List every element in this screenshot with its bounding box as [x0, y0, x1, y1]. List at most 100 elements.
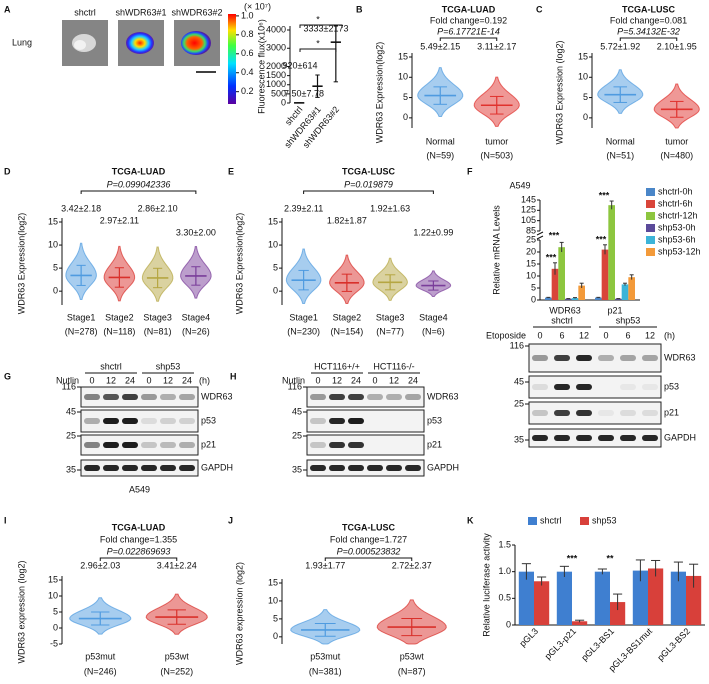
band: [310, 442, 326, 448]
band: [122, 465, 138, 471]
time-label: 12: [645, 330, 655, 340]
panel-letter: I: [4, 515, 7, 525]
value-label: 3.41±2.24: [157, 560, 197, 570]
axis-break: [536, 235, 544, 240]
significance: ***: [567, 553, 578, 563]
band: [598, 410, 614, 416]
p-value: P=0.019879: [344, 179, 393, 189]
bar: [558, 247, 565, 300]
band: [103, 418, 119, 424]
blot-panel: [306, 386, 425, 408]
y-tick-label: 5: [403, 92, 408, 102]
legend-label: shctrl-12h: [658, 210, 698, 220]
chart-title: A549: [509, 180, 530, 190]
y-tick-label: 15: [526, 258, 536, 268]
band: [122, 442, 138, 448]
fold-change: Fold change=0.192: [430, 15, 507, 25]
legend-label: shctrl-0h: [658, 186, 693, 196]
band: [386, 418, 402, 424]
bar: [648, 568, 664, 625]
blot-panel: [80, 434, 199, 456]
band: [310, 418, 326, 424]
marker-label: 35: [292, 464, 302, 474]
category-label: tumor: [485, 136, 508, 146]
band: [620, 410, 636, 416]
lung-signal: [181, 31, 211, 55]
caption: A549: [129, 484, 150, 494]
y-tick-label: 1500: [266, 70, 286, 80]
band: [103, 442, 119, 448]
colorbar: [228, 14, 236, 104]
marker-label: 25: [66, 430, 76, 440]
bracket: [99, 557, 178, 561]
category-label: Stage3: [376, 312, 405, 322]
y-tick-label: 85: [526, 225, 536, 235]
band: [576, 384, 592, 390]
band: [160, 465, 176, 471]
bar: [608, 205, 615, 300]
y-tick-label: 15: [48, 574, 58, 584]
band: [348, 418, 364, 424]
y-tick-label: 105: [521, 215, 536, 225]
blot-panel: [306, 434, 425, 456]
y-axis-label: Relative mRNA Levels: [491, 205, 501, 295]
band: [532, 410, 548, 416]
bar: [601, 249, 609, 300]
n-label: (N=278): [65, 326, 98, 336]
y-tick-label: 4000: [266, 24, 286, 34]
marker-label: 116: [288, 381, 302, 391]
bracket: [299, 48, 337, 52]
blot-panel: [528, 375, 662, 399]
n-label: (N=480): [660, 150, 693, 160]
value-label: 2.97±2.11: [100, 215, 139, 225]
legend-swatch: [646, 236, 655, 244]
panel-letter: J: [228, 515, 233, 525]
band: [405, 418, 421, 424]
y-tick-label: 15: [268, 577, 278, 587]
legend-swatch: [646, 224, 655, 232]
time-unit: (h): [199, 375, 210, 385]
bar: [571, 298, 579, 300]
band: [576, 435, 592, 441]
legend-swatch: [646, 188, 655, 196]
y-tick-label: 10: [526, 270, 536, 280]
band: [367, 442, 383, 448]
legend-label: shctrl-6h: [658, 198, 693, 208]
bar: [610, 602, 626, 625]
y-tick-label: 0: [403, 112, 408, 122]
n-label: (N=77): [376, 326, 404, 336]
legend-label: shp53: [592, 515, 617, 525]
band: [554, 435, 570, 441]
band: [532, 384, 548, 390]
bar: [670, 571, 686, 625]
y-tick-label: 5: [273, 613, 278, 623]
p-value: P=0.000523832: [337, 546, 401, 556]
y-tick-label: 145: [521, 194, 536, 204]
marker-label: 116: [62, 381, 76, 391]
band: [405, 394, 421, 400]
band: [103, 465, 119, 471]
bar: [628, 277, 635, 300]
category-label: Stage1: [67, 312, 96, 322]
band: [642, 410, 658, 416]
n-label: (N=154): [330, 326, 363, 336]
y-axis-label: WDR63 Expression(log2): [16, 213, 26, 315]
treatment-label: Nutlin: [56, 375, 79, 385]
band: [405, 442, 421, 448]
y-tick-label: 0: [273, 286, 278, 296]
band: [642, 435, 658, 441]
band: [122, 394, 138, 400]
n-label: (N=381): [309, 666, 342, 676]
band: [84, 442, 100, 448]
band: [160, 394, 176, 400]
bar: [556, 571, 572, 625]
y-axis-label: WDR63 Expression(log2): [374, 42, 384, 144]
time-label: 12: [332, 375, 342, 385]
treatment-label: Nutlin: [282, 375, 305, 385]
value-label: 1.93±1.77: [305, 560, 345, 570]
blot-panel: [528, 401, 662, 425]
legend-label: shp53-6h: [658, 234, 696, 244]
band: [348, 394, 364, 400]
image-label: shWDR63#2: [171, 7, 222, 17]
